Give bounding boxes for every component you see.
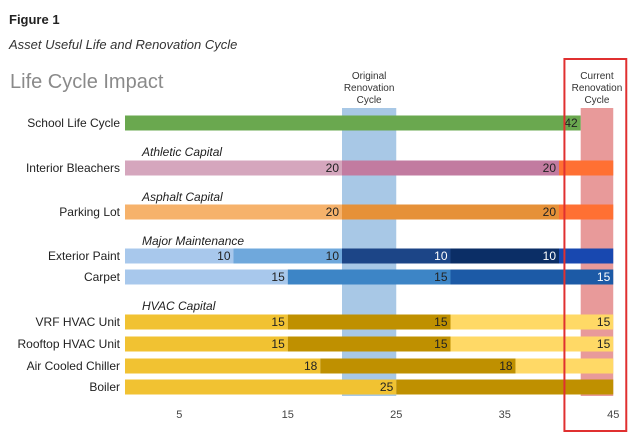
bar-segment [450,248,559,264]
row-label: School Life Cycle [27,116,120,130]
figure-label: Figure 1 [9,12,60,27]
data-label: 20 [326,161,340,175]
bar-segment [287,269,451,285]
x-tick-label: 5 [176,409,182,421]
data-label: 15 [597,315,611,329]
data-label: 15 [434,270,448,284]
current-cycle-highlight-box [563,58,628,432]
bar-segment [559,160,614,176]
data-label: 10 [326,249,340,263]
x-tick-label: 35 [499,409,511,421]
data-label: 15 [271,337,285,351]
data-label: 15 [434,315,448,329]
bar-segment [125,248,234,264]
data-label: 15 [434,337,448,351]
bar-segment [287,314,451,330]
bar-segment [125,358,321,374]
bar-segment [342,160,559,176]
row-label: Parking Lot [59,205,120,219]
bar-segment [233,248,342,264]
bar-segment [342,204,559,220]
data-label: 18 [304,359,318,373]
group-label: Asphalt Capital [141,190,223,204]
row-label: Exterior Paint [48,249,121,263]
original-renovation-label: Original Renovation Cycle [344,71,395,106]
data-label: 20 [326,205,340,219]
row-label: Boiler [89,380,120,394]
row-label: Carpet [84,270,121,284]
bar-segment [559,204,614,220]
data-label: 20 [543,205,557,219]
row-label: Rooftop HVAC Unit [18,337,121,351]
data-label: 10 [217,249,231,263]
bar-segment [125,269,288,285]
bar-segment [125,160,342,176]
bar-segment [125,115,581,131]
chart-title: Life Cycle Impact [10,71,164,93]
data-label: 42 [564,116,578,130]
bar-segment [559,248,614,264]
x-tick-label: 45 [607,409,619,421]
bar-segment [125,314,288,330]
bar-segment [342,248,451,264]
data-label: 15 [597,270,611,284]
current-renovation-label: Current Renovation Cycle [572,71,623,106]
bar-segment [396,379,614,395]
group-label: Athletic Capital [141,145,222,159]
row-label: VRF HVAC Unit [36,315,121,329]
figure-caption: Asset Useful Life and Renovation Cycle [9,37,238,52]
bar-segment [450,269,614,285]
bar-segment [450,336,614,352]
bar-segment [320,358,516,374]
group-label: Major Maintenance [142,234,244,248]
bar-segment [125,379,397,395]
data-label: 15 [271,270,285,284]
bar-segment [450,314,614,330]
row-label: Interior Bleachers [26,161,120,175]
data-label: 25 [380,380,394,394]
bar-segment [287,336,451,352]
bar-segment [125,204,342,220]
data-label: 15 [597,337,611,351]
x-tick-label: 25 [390,409,402,421]
bar-segment [125,336,288,352]
x-tick-label: 15 [282,409,294,421]
row-label: Air Cooled Chiller [27,359,120,373]
data-label: 10 [543,249,557,263]
data-label: 10 [434,249,448,263]
data-label: 15 [271,315,285,329]
data-label: 20 [543,161,557,175]
group-label: HVAC Capital [142,299,216,313]
data-label: 18 [499,359,513,373]
